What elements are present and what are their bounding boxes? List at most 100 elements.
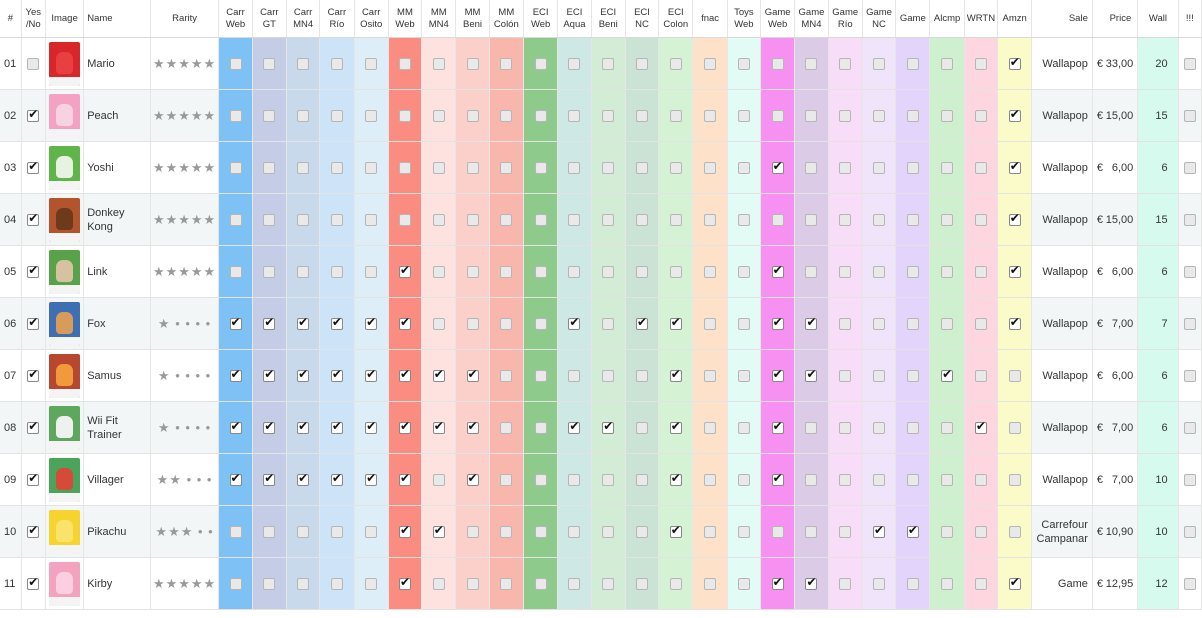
store-checkbox[interactable] — [873, 109, 886, 122]
store-checkbox[interactable] — [704, 369, 717, 382]
column-header[interactable]: ECI Web — [523, 0, 559, 38]
store-checkbox[interactable] — [432, 161, 445, 174]
store-checkbox[interactable] — [365, 57, 378, 70]
store-checkbox[interactable] — [466, 317, 479, 330]
store-checkbox[interactable] — [1008, 263, 1021, 278]
owned-checkbox[interactable] — [27, 57, 40, 70]
store-checkbox[interactable] — [737, 161, 750, 174]
flag-checkbox[interactable] — [1183, 421, 1196, 434]
column-header[interactable]: Image — [45, 0, 85, 38]
store-checkbox[interactable] — [839, 369, 852, 382]
store-checkbox[interactable] — [297, 57, 310, 70]
column-header[interactable]: MM MN4 — [421, 0, 457, 38]
column-header[interactable]: Carr Osito — [354, 0, 389, 38]
column-header[interactable]: Game Web — [760, 0, 796, 38]
store-checkbox[interactable] — [839, 317, 852, 330]
store-checkbox[interactable] — [906, 213, 919, 226]
store-checkbox[interactable] — [636, 265, 648, 278]
store-checkbox[interactable] — [669, 577, 682, 590]
amiibo-box-image[interactable] — [49, 249, 81, 294]
column-header[interactable]: Game NC — [862, 0, 897, 38]
store-checkbox[interactable] — [771, 471, 784, 486]
store-checkbox[interactable] — [941, 367, 954, 382]
store-checkbox[interactable] — [771, 525, 784, 538]
store-checkbox[interactable] — [432, 265, 445, 278]
store-checkbox[interactable] — [839, 161, 852, 174]
store-checkbox[interactable] — [500, 109, 513, 122]
store-checkbox[interactable] — [771, 159, 784, 174]
flag-checkbox[interactable] — [1183, 577, 1196, 590]
store-checkbox[interactable] — [636, 577, 648, 590]
store-checkbox[interactable] — [974, 369, 987, 382]
store-checkbox[interactable] — [263, 525, 276, 538]
owned-checkbox[interactable] — [27, 107, 40, 122]
store-checkbox[interactable] — [398, 109, 411, 122]
store-checkbox[interactable] — [229, 265, 242, 278]
store-checkbox[interactable] — [432, 213, 445, 226]
store-checkbox[interactable] — [636, 421, 648, 434]
amiibo-box-image[interactable] — [49, 457, 81, 502]
store-checkbox[interactable] — [805, 473, 818, 486]
store-checkbox[interactable] — [805, 109, 818, 122]
store-checkbox[interactable] — [1008, 525, 1021, 538]
column-header[interactable]: Wall — [1137, 0, 1179, 38]
store-checkbox[interactable] — [500, 161, 513, 174]
store-checkbox[interactable] — [737, 577, 750, 590]
owned-checkbox[interactable] — [27, 263, 40, 278]
store-checkbox[interactable] — [704, 57, 717, 70]
store-checkbox[interactable] — [873, 421, 886, 434]
store-checkbox[interactable] — [636, 109, 648, 122]
store-checkbox[interactable] — [602, 265, 615, 278]
store-checkbox[interactable] — [466, 57, 479, 70]
store-checkbox[interactable] — [771, 419, 784, 434]
store-checkbox[interactable] — [466, 161, 479, 174]
store-checkbox[interactable] — [906, 369, 919, 382]
store-checkbox[interactable] — [906, 317, 919, 330]
store-checkbox[interactable] — [466, 265, 479, 278]
store-checkbox[interactable] — [669, 367, 682, 382]
store-checkbox[interactable] — [974, 109, 987, 122]
store-checkbox[interactable] — [636, 213, 648, 226]
store-checkbox[interactable] — [737, 57, 750, 70]
store-checkbox[interactable] — [466, 471, 479, 486]
store-checkbox[interactable] — [297, 161, 310, 174]
store-checkbox[interactable] — [839, 213, 852, 226]
store-checkbox[interactable] — [263, 419, 276, 434]
column-header[interactable]: WRTN — [964, 0, 999, 38]
store-checkbox[interactable] — [568, 315, 581, 330]
store-checkbox[interactable] — [737, 421, 750, 434]
store-checkbox[interactable] — [432, 317, 445, 330]
store-checkbox[interactable] — [1008, 159, 1021, 174]
store-checkbox[interactable] — [432, 577, 445, 590]
store-checkbox[interactable] — [534, 421, 547, 434]
column-header[interactable]: Game MN4 — [794, 0, 829, 38]
store-checkbox[interactable] — [974, 161, 987, 174]
store-checkbox[interactable] — [330, 367, 343, 382]
store-checkbox[interactable] — [771, 575, 784, 590]
store-checkbox[interactable] — [873, 317, 886, 330]
store-checkbox[interactable] — [398, 213, 411, 226]
column-header[interactable]: Carr Web — [218, 0, 253, 38]
store-checkbox[interactable] — [297, 367, 310, 382]
column-header[interactable]: Carr Río — [319, 0, 355, 38]
store-checkbox[interactable] — [941, 525, 954, 538]
store-checkbox[interactable] — [636, 57, 648, 70]
store-checkbox[interactable] — [297, 109, 310, 122]
store-checkbox[interactable] — [365, 525, 378, 538]
store-checkbox[interactable] — [873, 265, 886, 278]
amiibo-box-image[interactable] — [49, 145, 81, 190]
store-checkbox[interactable] — [771, 213, 784, 226]
column-header[interactable]: # — [0, 0, 22, 38]
store-checkbox[interactable] — [737, 265, 750, 278]
owned-checkbox[interactable] — [27, 367, 40, 382]
amiibo-box-image[interactable] — [49, 41, 81, 86]
column-header[interactable]: MM Beni — [455, 0, 490, 38]
store-checkbox[interactable] — [229, 577, 242, 590]
store-checkbox[interactable] — [669, 161, 682, 174]
store-checkbox[interactable] — [398, 315, 411, 330]
store-checkbox[interactable] — [500, 473, 513, 486]
store-checkbox[interactable] — [941, 109, 954, 122]
store-checkbox[interactable] — [636, 473, 648, 486]
store-checkbox[interactable] — [906, 473, 919, 486]
store-checkbox[interactable] — [466, 525, 479, 538]
